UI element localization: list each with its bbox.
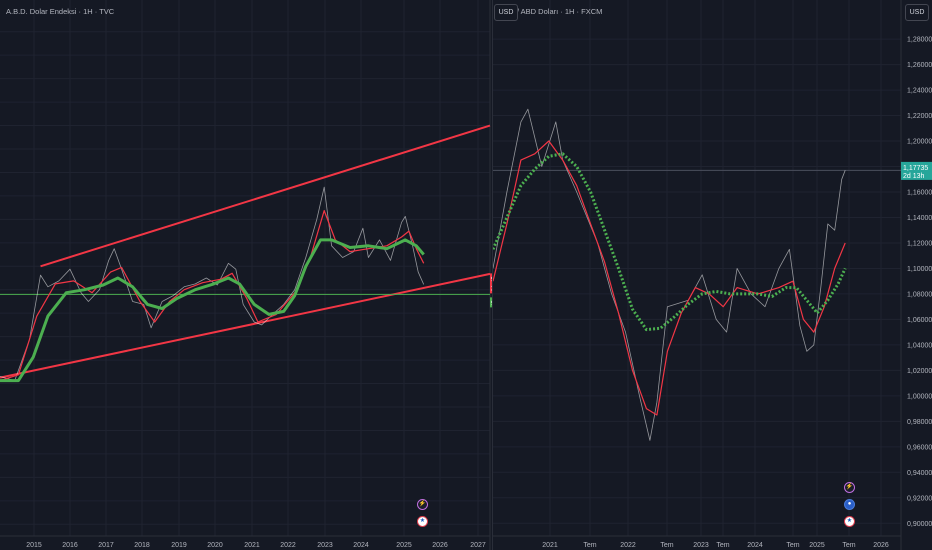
dxy-series-2 xyxy=(0,238,425,383)
eurusd-price-label: 1,17735 xyxy=(903,165,928,172)
eurusd-x-tick: 2024 xyxy=(747,542,763,549)
dxy-ma-label: 95,207 xyxy=(491,300,492,307)
eurusd-y-tick: 1,22000 xyxy=(907,113,932,120)
dxy-x-tick: 2022 xyxy=(280,542,296,549)
eurusd-x-tick: Tem xyxy=(842,542,855,549)
eurusd-series-0 xyxy=(493,108,846,441)
eurusd-event-eu-icon[interactable]: ● xyxy=(844,499,855,510)
dxy-x-tick: 2018 xyxy=(134,542,150,549)
eurusd-event-bolt-icon[interactable]: ⚡ xyxy=(844,482,855,493)
eurusd-y-tick: 1,26000 xyxy=(907,62,932,69)
eurusd-x-tick: Tem xyxy=(786,542,799,549)
eurusd-y-tick: 1,28000 xyxy=(907,37,932,44)
dxy-x-tick: 2015 xyxy=(26,542,42,549)
dxy-x-tick: 2024 xyxy=(353,542,369,549)
dxy-ma-tag xyxy=(490,297,492,308)
eurusd-series-1 xyxy=(493,140,846,416)
dxy-chart-svg[interactable]: 140,000136,000132,000128,000124,000120,0… xyxy=(0,0,492,550)
eurusd-event-us-flag-icon[interactable]: ★ xyxy=(844,516,855,527)
eurusd-x-tick: 2022 xyxy=(620,542,636,549)
dxy-chart-panel[interactable]: 140,000136,000132,000128,000124,000120,0… xyxy=(0,0,492,550)
dxy-x-tick: 2017 xyxy=(98,542,114,549)
panel-divider[interactable] xyxy=(491,0,493,550)
eurusd-y-tick: 1,00000 xyxy=(907,393,932,400)
eurusd-chart-svg[interactable]: 1,280001,260001,240001,220001,200001,180… xyxy=(493,0,932,550)
eurusd-y-tick: 0,96000 xyxy=(907,444,932,451)
eurusd-x-tick: 2026 xyxy=(873,542,889,549)
dxy-event-us-flag-icon[interactable]: ★ xyxy=(417,516,428,527)
dxy-x-tick: 2023 xyxy=(317,542,333,549)
eurusd-y-tick: 1,12000 xyxy=(907,240,932,247)
dxy-series-0 xyxy=(0,186,425,381)
eurusd-y-tick: 0,94000 xyxy=(907,470,932,477)
dxy-x-tick: 2026 xyxy=(432,542,448,549)
dxy-price-tag xyxy=(490,273,492,294)
eurusd-y-tick: 0,90000 xyxy=(907,521,932,528)
eurusd-y-tick: 1,06000 xyxy=(907,317,932,324)
dxy-x-tick: 2025 xyxy=(396,542,412,549)
eurusd-currency-label[interactable]: USD xyxy=(905,4,929,21)
eurusd-x-tick: 2023 xyxy=(693,542,709,549)
dxy-x-tick: 2020 xyxy=(207,542,223,549)
dxy-countdown-label: 2d 15h xyxy=(491,285,492,292)
eurusd-x-tick: 2025 xyxy=(809,542,825,549)
eurusd-y-tick: 1,10000 xyxy=(907,266,932,273)
eurusd-x-tick: Tem xyxy=(716,542,729,549)
eurusd-y-tick: 0,98000 xyxy=(907,419,932,426)
dxy-x-tick: 2016 xyxy=(62,542,78,549)
dxy-price-label: 96,912 xyxy=(491,276,492,283)
dxy-event-bolt-icon[interactable]: ⚡ xyxy=(417,499,428,510)
eurusd-chart-panel[interactable]: 1,280001,260001,240001,220001,200001,180… xyxy=(493,0,932,550)
dxy-currency-label[interactable]: USD xyxy=(494,4,518,21)
eurusd-price-tag xyxy=(901,161,932,180)
eurusd-x-tick: 2021 xyxy=(542,542,558,549)
eurusd-x-tick: Tem xyxy=(583,542,596,549)
dxy-x-tick: 2019 xyxy=(171,542,187,549)
dxy-x-tick: 2027 xyxy=(470,542,486,549)
eurusd-y-tick: 0,92000 xyxy=(907,495,932,502)
dxy-x-tick: 2021 xyxy=(244,542,260,549)
eurusd-y-tick: 1,02000 xyxy=(907,368,932,375)
dxy-chart-title: A.B.D. Dolar Endeksi · 1H · TVC xyxy=(6,7,115,16)
eurusd-y-tick: 1,08000 xyxy=(907,291,932,298)
eurusd-y-tick: 1,20000 xyxy=(907,139,932,146)
eurusd-series-2 xyxy=(493,152,847,332)
eurusd-y-tick: 1,24000 xyxy=(907,88,932,95)
dxy-trendline xyxy=(0,272,491,379)
dxy-trendline xyxy=(40,124,491,268)
eurusd-y-tick: 1,16000 xyxy=(907,190,932,197)
eurusd-x-tick: Tem xyxy=(660,542,673,549)
eurusd-y-tick: 1,04000 xyxy=(907,342,932,349)
eurusd-y-tick: 1,14000 xyxy=(907,215,932,222)
eurusd-chart-title: Euro / ABD Doları · 1H · FXCM xyxy=(499,7,603,16)
eurusd-countdown-label: 2d 13h xyxy=(903,173,925,180)
